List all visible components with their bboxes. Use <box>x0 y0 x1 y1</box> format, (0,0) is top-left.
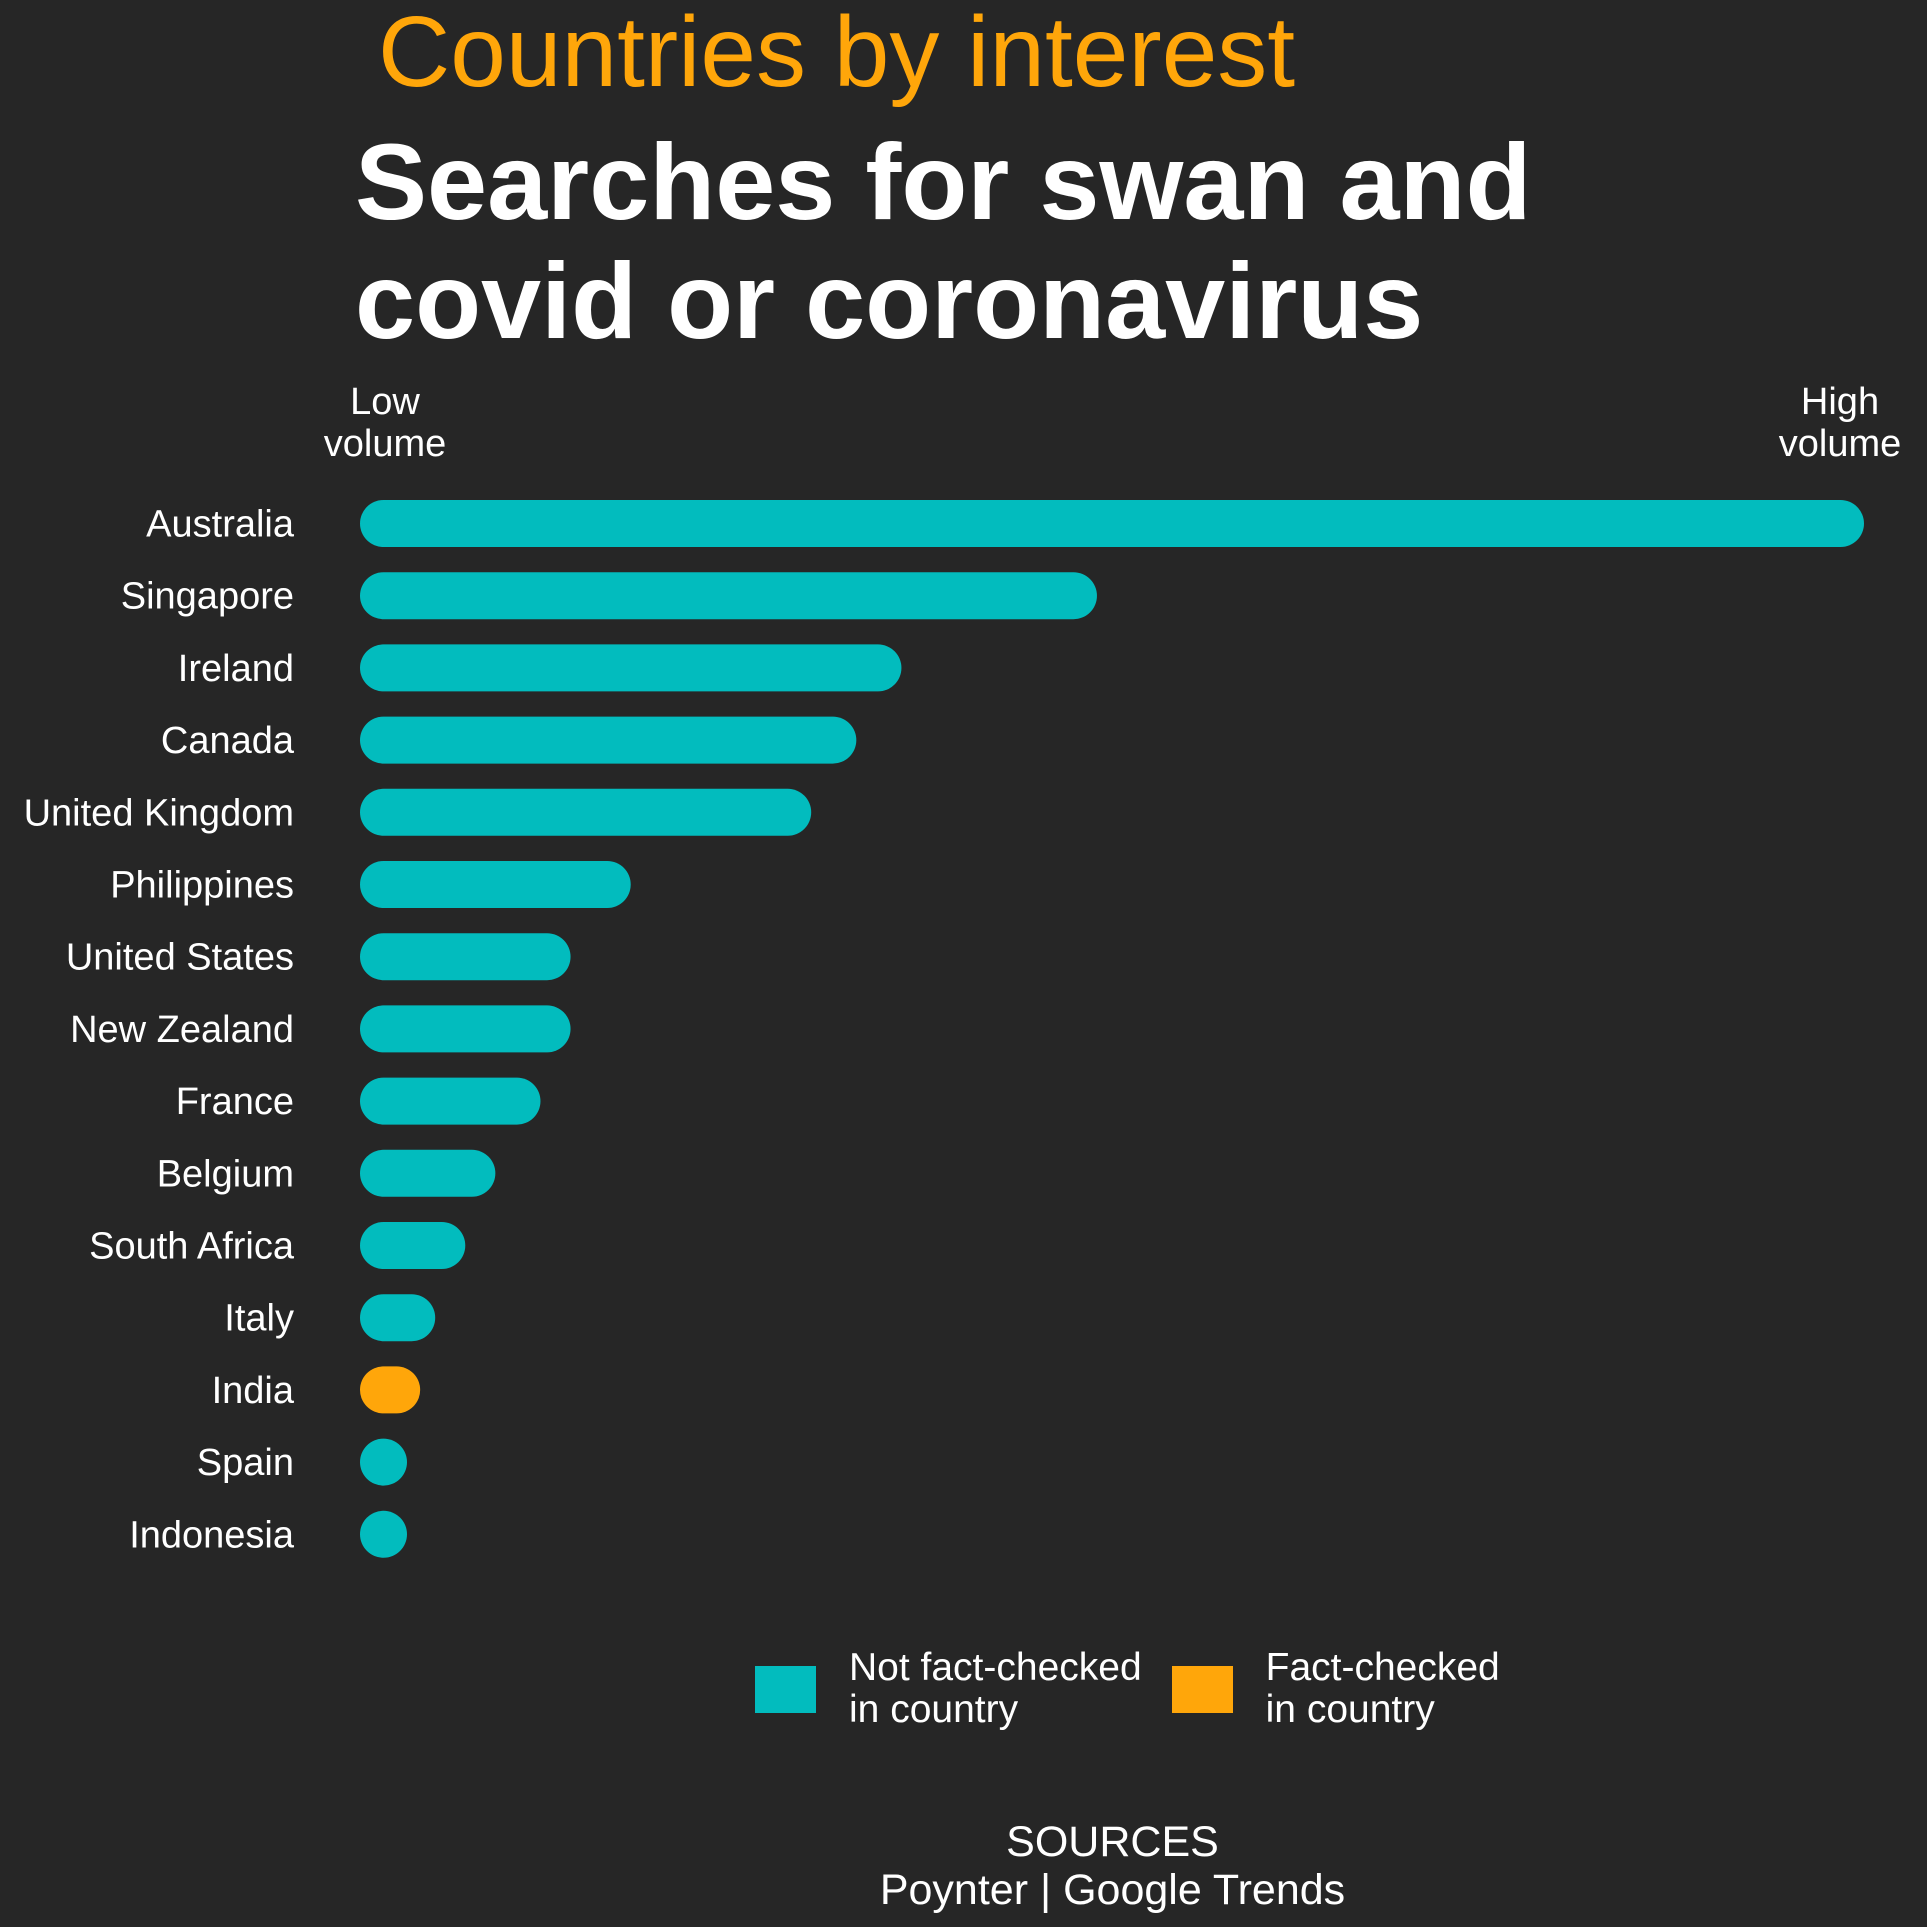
legend-label-fact-checked: Fact-checked in country <box>1265 1646 1500 1731</box>
bar-canada <box>360 716 857 764</box>
bar-australia <box>360 500 1864 547</box>
bar-india <box>360 1366 421 1414</box>
category-label-ireland: Ireland <box>178 648 294 690</box>
sources-heading: SOURCES <box>1006 1818 1219 1866</box>
legend-swatch-fact-checked <box>1171 1665 1233 1713</box>
bar-new-zealand <box>360 1005 571 1053</box>
bar-chart: Australia Singapore Ireland Canada United Ki… <box>24 500 1864 1558</box>
bar-south-africa <box>360 1222 466 1269</box>
legend-label-not-fact-checked: Not fact-checked in country <box>849 1646 1142 1731</box>
chart-kicker: Countries by interest <box>378 0 1296 108</box>
category-label-italy: Italy <box>224 1298 294 1340</box>
bar-united-states <box>360 933 571 981</box>
sources: SOURCES Poynter | Google Trends <box>820 1818 1405 1914</box>
bar-france <box>360 1077 541 1125</box>
bar-indonesia <box>360 1510 407 1558</box>
category-label-indonesia: Indonesia <box>129 1514 295 1556</box>
bar-belgium <box>360 1149 496 1197</box>
category-label-united-kingdom: United Kingdom <box>24 792 294 834</box>
category-label-new-zealand: New Zealand <box>70 1009 294 1051</box>
legend-item-fact-checked: Fact-checked in country <box>1171 1646 1500 1731</box>
legend-swatch-not-fact-checked <box>755 1665 816 1713</box>
sources-text: Poynter | Google Trends <box>879 1866 1346 1914</box>
category-label-united-states: United States <box>66 937 294 979</box>
category-label-india: India <box>212 1370 295 1412</box>
bar-singapore <box>360 572 1097 620</box>
category-label-france: France <box>176 1081 294 1123</box>
bar-italy <box>360 1294 436 1342</box>
category-label-canada: Canada <box>161 720 295 762</box>
axis-low-label: Low volume <box>323 381 447 465</box>
legend: Not fact-checked in country Fact-checked… <box>755 1647 1530 1731</box>
category-label-philippines: Philippines <box>110 865 294 907</box>
bar-united-kingdom <box>360 788 812 836</box>
bar-ireland <box>360 644 902 692</box>
category-label-south-africa: South Africa <box>89 1226 295 1268</box>
category-label-australia: Australia <box>146 504 295 546</box>
bar-philippines <box>360 861 631 908</box>
category-label-belgium: Belgium <box>157 1153 294 1195</box>
chart-title: Searches for swan and covid or coronavir… <box>355 121 1532 361</box>
category-label-spain: Spain <box>197 1442 294 1484</box>
legend-item-not-fact-checked: Not fact-checked in country <box>755 1647 1142 1731</box>
category-label-singapore: Singapore <box>121 576 294 618</box>
bar-spain <box>360 1438 407 1486</box>
axis-high-label: High volume <box>1778 381 1902 465</box>
